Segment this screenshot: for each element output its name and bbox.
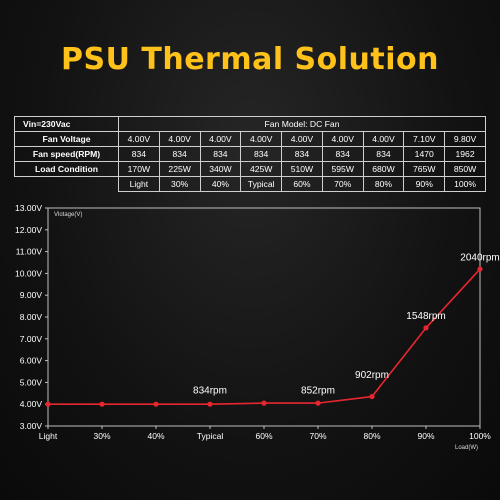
- table-cell: 100%: [444, 176, 486, 192]
- empty-cell: [15, 177, 119, 192]
- data-point: [153, 401, 159, 407]
- x-tick-label: 40%: [147, 431, 164, 441]
- rpm-annotation: 852rpm: [301, 385, 335, 396]
- table-cell: 170W: [118, 161, 160, 177]
- rpm-annotation: 834rpm: [193, 385, 227, 396]
- table-cell: 834: [118, 146, 160, 162]
- data-point: [207, 401, 213, 407]
- table-cell: 7.10V: [403, 131, 446, 147]
- vin-label: Vin=230Vac: [14, 116, 119, 132]
- y-tick-label: 13.00V: [15, 203, 42, 213]
- table-cell: 765W: [403, 161, 446, 177]
- table-cell: 90%: [403, 176, 446, 192]
- table-cell: 4.00V: [199, 131, 242, 147]
- y-tick-label: 11.00V: [16, 247, 43, 257]
- table-cell: 4.00V: [321, 131, 364, 147]
- table-cell: 595W: [321, 161, 364, 177]
- table-cell: 40%: [199, 176, 242, 192]
- table-cell: 9.80V: [444, 131, 486, 147]
- x-tick-label: 30%: [93, 431, 110, 441]
- rpm-annotation: 902rpm: [355, 370, 389, 381]
- data-point: [369, 393, 375, 400]
- y-tick-label: 5.00V: [20, 377, 43, 387]
- table-cell: 60%: [281, 176, 323, 192]
- spec-table: Vin=230Vac Fan Model: DC Fan Fan Voltage…: [14, 116, 486, 192]
- table-header-row: Vin=230Vac Fan Model: DC Fan: [14, 116, 486, 132]
- data-point: [423, 325, 429, 331]
- x-tick-label: Typical: [197, 431, 224, 441]
- y-tick-label: 4.00V: [20, 399, 43, 409]
- data-point: [477, 266, 483, 272]
- x-tick-label: Light: [39, 431, 58, 441]
- table-row: Fan speed(RPM) 834 834 834 834 834 834 8…: [14, 146, 486, 162]
- y-tick-label: 12.00V: [15, 225, 42, 235]
- x-axis-label: Load(W): [455, 445, 478, 451]
- data-point: [45, 401, 51, 407]
- table-cell: 834: [281, 146, 323, 162]
- table-cell: 30%: [158, 176, 201, 192]
- rpm-annotation: 2040rpm: [460, 252, 499, 263]
- table-cell: 70%: [321, 176, 364, 192]
- table-cell: 850W: [444, 161, 486, 177]
- x-tick-label: 80%: [363, 431, 380, 441]
- table-cell: 4.00V: [281, 131, 323, 147]
- table-cell: Typical: [240, 176, 283, 192]
- table-cell: 1962: [444, 146, 486, 162]
- table-cell: 340W: [199, 161, 242, 177]
- y-tick-label: 3.00V: [20, 421, 43, 431]
- fan-model-label: Fan Model: DC Fan: [118, 116, 486, 132]
- page-title: PSU Thermal Solution: [60, 42, 440, 77]
- table-row: Light 30% 40% Typical 60% 70% 80% 90% 10…: [15, 176, 486, 192]
- x-tick-label: 100%: [469, 431, 491, 441]
- table-cell: 4.00V: [362, 131, 405, 147]
- voltage-series-line: [48, 268, 481, 405]
- table-row: Load Condition 170W 225W 340W 425W 510W …: [14, 161, 486, 177]
- y-tick-label: 7.00V: [20, 334, 43, 344]
- table-cell: 834: [321, 146, 364, 162]
- data-point: [315, 400, 321, 406]
- y-axis-label: Vlotage(V): [54, 212, 82, 218]
- table-cell: 225W: [158, 161, 201, 177]
- table-cell: 80%: [362, 176, 405, 192]
- table-cell: 834: [199, 146, 242, 162]
- table-cell: 680W: [362, 161, 405, 177]
- y-tick-label: 9.00V: [20, 290, 43, 300]
- data-point: [261, 400, 267, 406]
- table-cell: 834: [158, 146, 201, 162]
- data-point: [99, 401, 105, 407]
- y-tick-label: 8.00V: [20, 312, 43, 322]
- table-cell: 1470: [403, 146, 446, 162]
- row-label: Fan speed(RPM): [14, 146, 119, 162]
- table-cell: Light: [118, 176, 160, 192]
- table-cell: 4.00V: [118, 131, 160, 147]
- x-tick-label: 60%: [255, 431, 272, 441]
- y-tick-label: 10.00V: [15, 268, 42, 278]
- y-tick-label: 6.00V: [20, 356, 43, 366]
- row-label: Load Condition: [14, 161, 119, 177]
- table-cell: 4.00V: [158, 131, 201, 147]
- table-cell: 510W: [281, 161, 323, 177]
- table-cell: 834: [240, 146, 283, 162]
- x-tick-label: 70%: [309, 431, 326, 441]
- table-cell: 425W: [240, 161, 283, 177]
- row-label: Fan Voltage: [14, 131, 119, 147]
- table-cell: 834: [362, 146, 405, 162]
- voltage-line-chart: 3.00V 4.00V 5.00V 6.00V 7.00V 8.00V 9.00V 10.00…: [15, 203, 500, 451]
- rpm-annotation: 1548rpm: [406, 311, 445, 322]
- table-cell: 4.00V: [240, 131, 283, 147]
- x-tick-label: 90%: [417, 431, 434, 441]
- table-row: Fan Voltage 4.00V 4.00V 4.00V 4.00V 4.00…: [14, 131, 486, 147]
